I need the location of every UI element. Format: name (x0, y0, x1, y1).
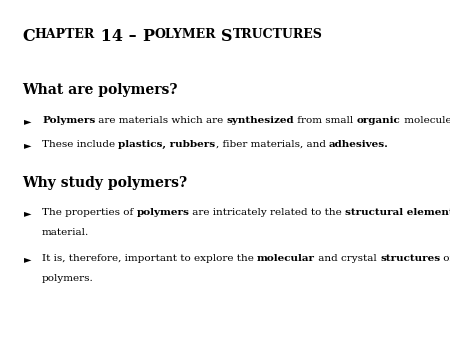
Text: ►: ► (24, 254, 32, 264)
Text: of: of (440, 254, 450, 263)
Text: plastics, rubbers: plastics, rubbers (118, 140, 216, 149)
Text: The properties of: The properties of (42, 208, 136, 217)
Text: ►: ► (24, 140, 32, 150)
Text: organic: organic (357, 116, 400, 125)
Text: structures: structures (380, 254, 440, 263)
Text: and crystal: and crystal (315, 254, 380, 263)
Text: polymers.: polymers. (42, 274, 94, 283)
Text: molecules.: molecules. (400, 116, 450, 125)
Text: material.: material. (42, 228, 89, 237)
Text: P: P (142, 28, 154, 45)
Text: HAPTER: HAPTER (35, 28, 95, 41)
Text: adhesives.: adhesives. (329, 140, 389, 149)
Text: polymers: polymers (136, 208, 189, 217)
Text: It is, therefore, important to explore the: It is, therefore, important to explore t… (42, 254, 257, 263)
Text: 14 –: 14 – (95, 28, 142, 45)
Text: ►: ► (24, 208, 32, 218)
Text: , fiber materials, and: , fiber materials, and (216, 140, 329, 149)
Text: S: S (221, 28, 233, 45)
Text: are intricately related to the: are intricately related to the (189, 208, 346, 217)
Text: Polymers: Polymers (42, 116, 95, 125)
Text: These include: These include (42, 140, 118, 149)
Text: What are polymers?: What are polymers? (22, 83, 177, 97)
Text: molecular: molecular (257, 254, 315, 263)
Text: OLYMER: OLYMER (154, 28, 216, 41)
Text: C: C (22, 28, 35, 45)
Text: ►: ► (24, 116, 32, 126)
Text: are materials which are: are materials which are (95, 116, 227, 125)
Text: Why study polymers?: Why study polymers? (22, 176, 187, 190)
Text: TRUCTURES: TRUCTURES (233, 28, 323, 41)
Text: structural element: structural element (346, 208, 450, 217)
Text: from small: from small (294, 116, 357, 125)
Text: synthesized: synthesized (227, 116, 294, 125)
